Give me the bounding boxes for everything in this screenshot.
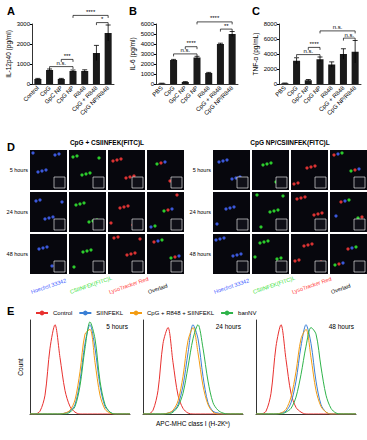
svg-text:PBS: PBS: [274, 85, 287, 98]
svg-text:GpC NP: GpC NP: [290, 84, 311, 105]
svg-text:****: ****: [186, 40, 196, 46]
svg-text:IL-6 (pg/ml): IL-6 (pg/ml): [129, 37, 137, 70]
svg-text:n.s.: n.s.: [180, 47, 191, 54]
svg-text:CpG: CpG: [285, 84, 299, 98]
svg-text:1000: 1000: [17, 61, 31, 67]
svg-text:Control: Control: [22, 85, 40, 103]
svg-text:CpG NP: CpG NP: [55, 84, 76, 105]
svg-text:6000: 6000: [264, 36, 278, 42]
svg-text:24 hours: 24 hours: [7, 209, 29, 215]
svg-text:4000: 4000: [141, 41, 155, 47]
svg-text:2000: 2000: [17, 41, 31, 47]
svg-text:CSIINFEK(FITC)L: CSIINFEK(FITC)L: [69, 275, 113, 295]
svg-text:Hoechst 33342: Hoechst 33342: [213, 277, 250, 295]
svg-text:3000: 3000: [17, 21, 31, 27]
svg-text:CpG NP: CpG NP: [179, 84, 200, 105]
svg-text:CpG + R848: CpG + R848: [70, 84, 99, 113]
svg-text:Hoechst 33342: Hoechst 33342: [30, 277, 67, 295]
svg-text:n.s.: n.s.: [303, 48, 314, 55]
svg-text:Overlaid: Overlaid: [330, 283, 351, 295]
svg-text:IL-12p40 (pg/ml): IL-12p40 (pg/ml): [5, 30, 13, 78]
svg-text:48 hours: 48 hours: [190, 251, 212, 257]
svg-text:***: ***: [64, 53, 72, 59]
svg-text:24 hours: 24 hours: [216, 323, 242, 330]
svg-text:****: ****: [210, 15, 220, 21]
svg-text:banNV: banNV: [238, 310, 256, 316]
svg-text:*: *: [101, 16, 104, 22]
svg-text:6000: 6000: [141, 21, 155, 27]
svg-text:CpG + R848: CpG + R848: [194, 84, 223, 113]
svg-text:CpG NP: CpG NP: [302, 84, 323, 105]
svg-text:**: **: [224, 23, 229, 29]
svg-text:Control: Control: [53, 310, 72, 316]
svg-text:0: 0: [151, 81, 155, 87]
svg-text:E: E: [7, 305, 14, 317]
svg-text:Overlaid: Overlaid: [147, 283, 168, 295]
svg-text:CpG + R848: CpG + R848: [317, 84, 346, 113]
svg-text:48 hours: 48 hours: [7, 251, 29, 257]
svg-text:SIINFEKL: SIINFEKL: [96, 310, 123, 316]
svg-text:LysoTracker Red: LysoTracker Red: [108, 276, 149, 295]
svg-text:****: ****: [309, 41, 319, 47]
svg-text:5 hours: 5 hours: [106, 323, 128, 330]
svg-text:2000: 2000: [141, 61, 155, 67]
svg-text:4000: 4000: [264, 51, 278, 57]
svg-text:5000: 5000: [141, 31, 155, 37]
svg-text:TNF-α (pg/mL): TNF-α (pg/mL): [252, 33, 260, 76]
svg-text:CpG: CpG: [38, 84, 52, 98]
svg-text:CpG: CpG: [162, 84, 176, 98]
svg-text:CpG NP/R848: CpG NP/R848: [79, 84, 111, 116]
svg-text:GpC NP: GpC NP: [167, 84, 188, 105]
svg-text:APC-MHC class I (H-2Kᵇ): APC-MHC class I (H-2Kᵇ): [156, 420, 230, 428]
svg-text:CpG + CSIINFEK(FITC)L: CpG + CSIINFEK(FITC)L: [70, 139, 144, 147]
svg-text:C: C: [252, 5, 260, 17]
svg-text:2000: 2000: [264, 66, 278, 72]
svg-text:A: A: [7, 5, 15, 17]
svg-text:CpG NP/R848: CpG NP/R848: [326, 84, 358, 116]
svg-text:n.s.: n.s.: [56, 60, 67, 67]
svg-text:n.s.: n.s.: [333, 24, 343, 30]
svg-text:0: 0: [27, 81, 31, 87]
svg-text:CpG NP/R848: CpG NP/R848: [203, 84, 235, 116]
svg-text:n.s.: n.s.: [344, 32, 354, 38]
svg-text:CpG NP/CSIINFEK(FITC)L: CpG NP/CSIINFEK(FITC)L: [250, 139, 329, 147]
svg-text:CSIINFEK(FITC)L: CSIINFEK(FITC)L: [252, 275, 296, 295]
svg-text:8000: 8000: [264, 21, 278, 27]
svg-text:B: B: [129, 5, 137, 17]
svg-text:24 hours: 24 hours: [190, 209, 212, 215]
svg-text:GpC NP: GpC NP: [43, 84, 64, 105]
svg-text:5 hours: 5 hours: [193, 167, 212, 173]
svg-text:5 hours: 5 hours: [10, 167, 29, 173]
svg-text:0: 0: [274, 81, 278, 87]
svg-text:1000: 1000: [141, 71, 155, 77]
svg-text:48 hours: 48 hours: [329, 323, 355, 330]
svg-text:3000: 3000: [141, 51, 155, 57]
svg-text:CpG + R848 + SIINFEKL: CpG + R848 + SIINFEKL: [147, 310, 215, 316]
svg-text:D: D: [7, 141, 15, 153]
svg-text:LysoTracker Red: LysoTracker Red: [291, 276, 332, 295]
svg-text:PBS: PBS: [151, 85, 164, 98]
svg-text:****: ****: [86, 9, 96, 15]
svg-text:Count: Count: [17, 358, 24, 376]
